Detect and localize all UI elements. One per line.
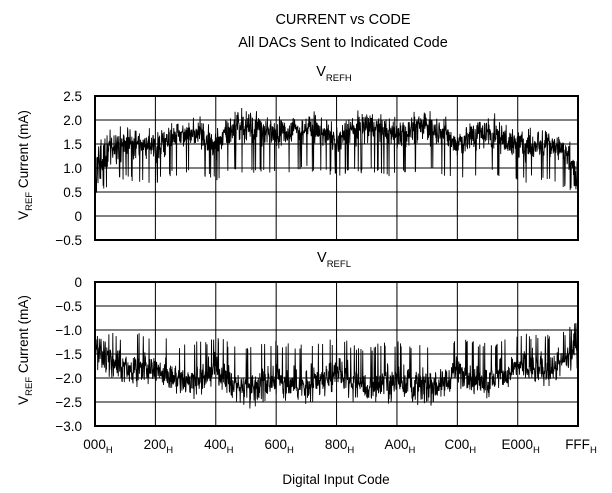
panel1-y-tick-label: 1.0 — [63, 161, 82, 176]
panel1-y-tick-label: 2.0 — [63, 113, 82, 128]
panel1-y-tick-label: −0.5 — [55, 233, 82, 248]
panel2-plot: 0 −0.5 −1.0 −1.5 −2.0 −2.5 −3.0 — [55, 275, 579, 434]
panel1-series-line — [94, 107, 579, 193]
panel1-plot: 2.5 2.0 1.5 1.0 0.5 0 −0.5 — [55, 89, 579, 248]
panel1-y-tick-label: 0.5 — [63, 185, 82, 200]
panel1-y-axis-label: VREF Current (mA) — [16, 110, 35, 220]
panel2-y-tick-label: −3.0 — [55, 419, 82, 434]
panel2-title-sub: REFL — [327, 259, 351, 270]
x-tick-label: 600H — [264, 437, 294, 456]
x-tick-labels: 000H 200H 400H 600H 800H A00H C00H E000H FFFH — [83, 437, 597, 456]
panel1-frame — [94, 95, 579, 241]
x-tick-label: 400H — [204, 437, 234, 456]
x-tick-label: 200H — [144, 437, 174, 456]
x-tick-label: E000H — [502, 437, 541, 456]
panel1-title: VREFH — [316, 64, 352, 84]
chart-title: CURRENT vs CODE — [275, 12, 410, 28]
panel1-y-tick-label: 2.5 — [63, 89, 82, 104]
panel1-title-sub: REFH — [326, 73, 352, 84]
panel1-y-tick-label: 0 — [74, 209, 82, 224]
panel1-title-main: V — [316, 64, 326, 80]
panel2-y-axis-label: VREF Current (mA) — [16, 295, 35, 405]
panel1-y-tick-label: 1.5 — [63, 137, 82, 152]
panel2-y-tick-label: −1.5 — [55, 347, 82, 362]
panel2-y-tick-label: 0 — [74, 275, 82, 290]
panel2-y-tick-label: −1.0 — [55, 323, 82, 338]
x-tick-label: FFFH — [565, 437, 597, 456]
x-axis-label: Digital Input Code — [282, 472, 389, 487]
panel2-frame — [94, 281, 579, 427]
panel2-series-line — [94, 322, 579, 409]
x-tick-label: A00H — [384, 437, 415, 456]
x-tick-label: 800H — [325, 437, 355, 456]
chart-subtitle: All DACs Sent to Indicated Code — [238, 35, 448, 51]
panel2-title-main: V — [317, 250, 327, 266]
x-tick-label: C00H — [445, 437, 477, 456]
x-tick-label: 000H — [83, 437, 113, 456]
panel2-title: VREFL — [317, 250, 351, 270]
panel2-y-tick-label: −2.5 — [55, 395, 82, 410]
panel2-y-tick-label: −2.0 — [55, 371, 82, 386]
panel2-y-tick-label: −0.5 — [55, 299, 82, 314]
